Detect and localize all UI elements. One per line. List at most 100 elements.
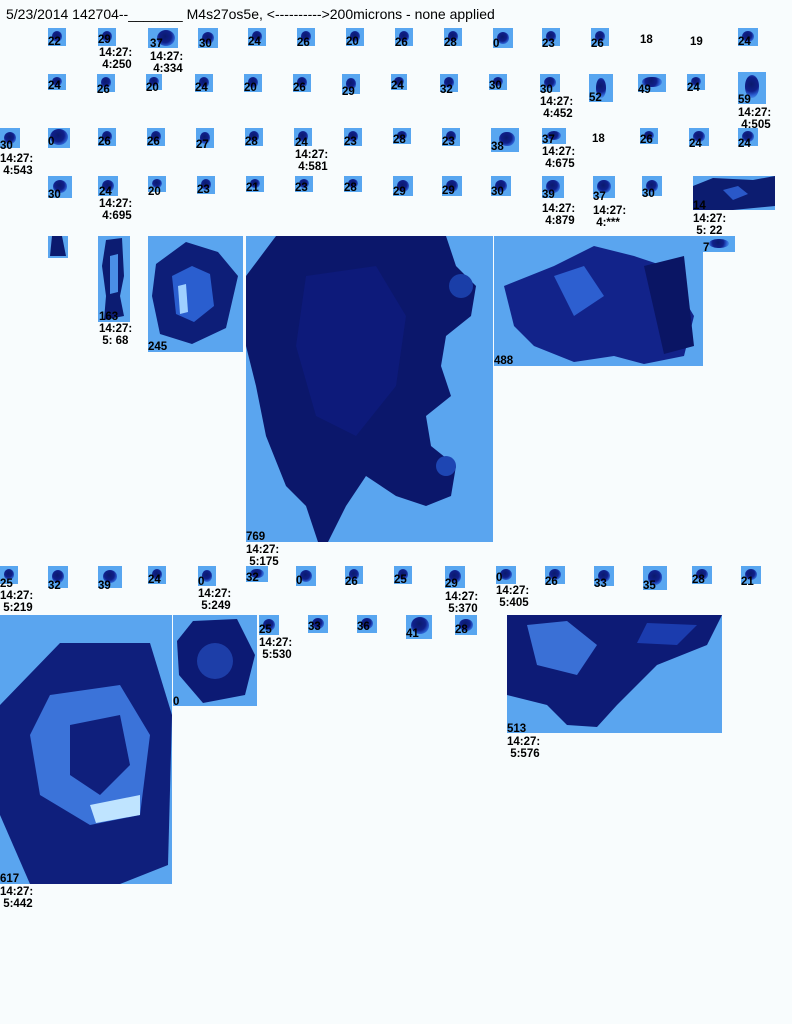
particle-tile [640, 128, 658, 144]
particle-tile [296, 566, 316, 586]
particle-time: 14:27: 5:442 [0, 886, 33, 910]
particle-size: 18 [640, 34, 653, 46]
particle-tile [146, 74, 162, 90]
particle-tile [391, 74, 407, 90]
particle-tile [542, 128, 566, 144]
particle-tile [489, 74, 507, 90]
particle-time: 14:27: 4:879 [542, 203, 575, 227]
particle-tile [357, 615, 377, 633]
particle-tile [545, 566, 565, 584]
particle-tile [97, 74, 115, 92]
particle-tile [442, 128, 460, 146]
particle-time: 14:27: 4:581 [295, 149, 328, 173]
particle-tile [394, 566, 412, 584]
particle-tile [540, 74, 560, 92]
particle-tile [440, 74, 458, 92]
particle-tile [259, 615, 279, 635]
particle-tile [393, 128, 411, 144]
particle-tile [344, 128, 362, 146]
image-header: 5/23/2014 142704--_______ M4s27os5e, <--… [6, 6, 495, 22]
particle-tile [148, 28, 178, 48]
particle-time: 14:27: 5: 68 [99, 323, 132, 347]
particle-tile [491, 176, 511, 196]
particle-tile [248, 28, 266, 46]
particle-tile [48, 566, 68, 588]
particle-time: 14:27: 4:675 [542, 146, 575, 170]
particle-tile [246, 176, 264, 192]
particle-time: 14:27: 4:695 [99, 198, 132, 222]
particle-tile [198, 28, 218, 48]
particle-tile [738, 128, 758, 146]
particle-tile [395, 28, 413, 46]
particle-tile [308, 615, 328, 633]
particle-tile [442, 176, 462, 196]
particle-tile [741, 566, 761, 584]
particle-tile [0, 128, 20, 148]
particle-tile [48, 128, 70, 148]
particle-tile [738, 28, 758, 46]
particle-tile [197, 176, 215, 194]
particle-tile [48, 74, 66, 90]
particle-image [173, 615, 257, 706]
particle-tile [98, 176, 118, 196]
particle-image [693, 176, 775, 210]
particle-time: 14:27: 5:576 [507, 736, 540, 760]
particle-tile [591, 28, 609, 46]
particle-tile [703, 236, 735, 252]
particle-time: 14:27: 4:452 [540, 96, 573, 120]
particle-tile [147, 128, 165, 146]
particle-tile [294, 128, 312, 146]
particle-tile [196, 128, 214, 148]
particle-image [494, 236, 703, 366]
particle-tile [198, 566, 216, 586]
particle-image [246, 236, 493, 542]
particle-tile [689, 128, 709, 146]
particle-tile [148, 566, 166, 584]
particle-tile [444, 28, 462, 46]
particle-tile [406, 615, 432, 639]
particle-image [0, 615, 172, 884]
particle-tile [642, 176, 662, 196]
particle-tile [687, 74, 705, 90]
particle-tile [98, 28, 116, 46]
particle-tile [638, 74, 666, 92]
particle-tile [738, 72, 766, 104]
particle-tile [542, 28, 560, 46]
particle-tile [594, 566, 614, 586]
particle-tile [542, 176, 564, 198]
particle-time: 14:27: 5: 22 [693, 213, 726, 237]
particle-image [98, 236, 130, 322]
particle-tile [295, 176, 313, 192]
particle-time: 14:27: 5:405 [496, 585, 529, 609]
header-blank: _______ [128, 6, 183, 22]
particle-tile [48, 176, 72, 198]
particle-tile [593, 176, 615, 198]
particle-tile [148, 176, 166, 192]
particle-image [48, 236, 68, 258]
particle-tile [98, 128, 116, 146]
particle-time: 14:27: 4:334 [150, 51, 183, 75]
particle-time: 14:27: 5:219 [0, 590, 33, 614]
particle-tile [246, 566, 268, 582]
particle-tile [98, 566, 122, 588]
particle-tile [195, 74, 213, 92]
particle-tile [445, 566, 465, 588]
particle-tile [0, 566, 18, 584]
particle-tile [244, 74, 262, 92]
particle-tile [297, 28, 315, 46]
particle-time: 14:27: 5:249 [198, 588, 231, 612]
particle-tile [589, 74, 613, 102]
particle-tile [455, 615, 477, 635]
particle-size: 19 [690, 36, 703, 48]
particle-time: 14:27: 4:250 [99, 47, 132, 71]
particle-tile [48, 28, 66, 46]
header-datetime: 5/23/2014 142704-- [6, 6, 128, 22]
particle-tile [293, 74, 311, 92]
particle-image [148, 236, 243, 352]
particle-tile [342, 74, 360, 94]
particle-size: 18 [592, 133, 605, 145]
particle-tile [245, 128, 263, 146]
header-scale: <---------->200microns - none applied [267, 6, 495, 22]
particle-tile [345, 566, 363, 584]
particle-time: 14:27: 4:*** [593, 205, 626, 229]
